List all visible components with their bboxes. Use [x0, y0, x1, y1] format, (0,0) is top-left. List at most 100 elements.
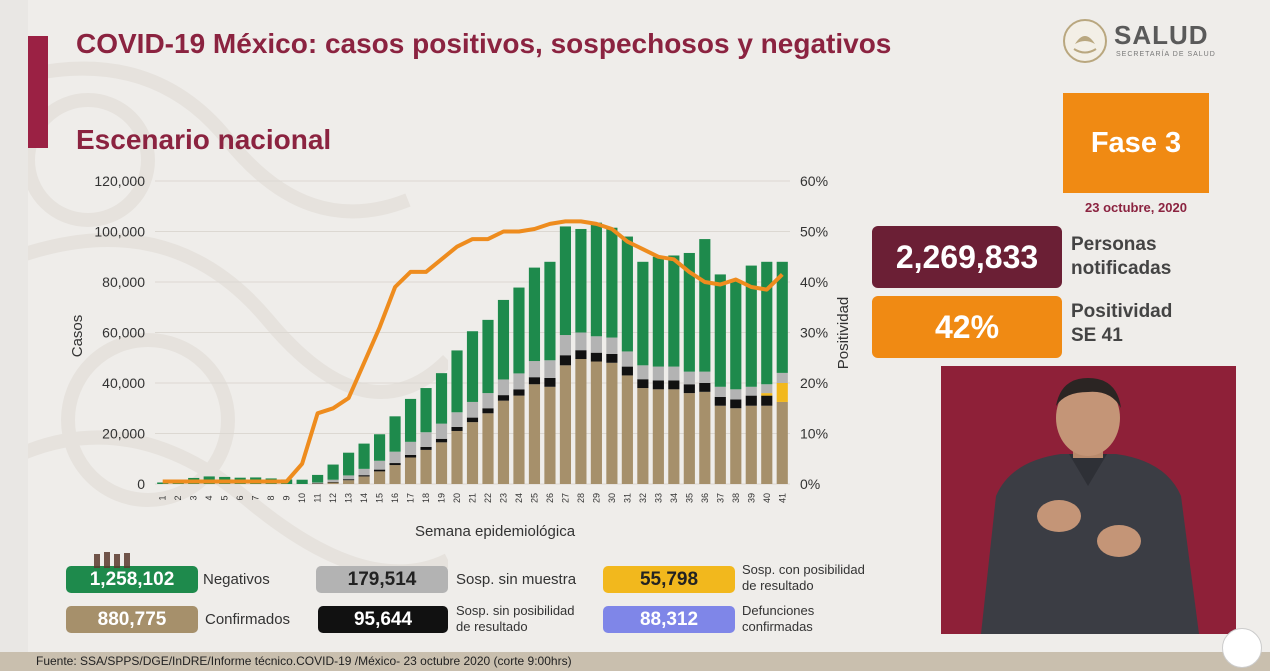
- bar-negativos: [373, 434, 386, 461]
- legend-sin-muestra-value: 179,514: [316, 566, 448, 593]
- bar-confirmados: [343, 480, 355, 484]
- chart-bars: [157, 222, 788, 484]
- legend-defunciones-label: Defunciones confirmadas: [742, 603, 814, 635]
- bar-confirmados: [466, 422, 479, 484]
- bar-negativos: [714, 274, 726, 387]
- bar-sin_muestra: [327, 479, 339, 482]
- bar-confirmados: [482, 413, 494, 484]
- x-tick-label: 1: [158, 495, 168, 500]
- bar-sin_muestra: [730, 389, 742, 400]
- bar-sin_muestra: [590, 336, 602, 353]
- bar-sin_muestra: [714, 386, 726, 397]
- x-tick-label: 36: [700, 493, 710, 503]
- phase-badge: Fase 3: [1063, 93, 1209, 193]
- legend-defunciones-value: 88,312: [603, 606, 735, 633]
- x-tick-label: 34: [669, 493, 679, 503]
- bar-confirmados: [575, 359, 587, 484]
- bar-sin_muestra: [358, 468, 370, 476]
- bar-confirmados: [528, 384, 541, 484]
- bar-confirmados: [451, 430, 463, 484]
- x-tick-label: 38: [731, 493, 741, 503]
- interpreter-figure: [981, 378, 1199, 634]
- bar-confirmados: [544, 386, 556, 484]
- bar-confirmados: [404, 457, 417, 484]
- chart-y2-ticks: 0% 10% 20% 30% 40% 50% 60%: [800, 173, 828, 492]
- x-tick-label: 3: [189, 495, 199, 500]
- bar-con_posibilidad: [776, 383, 788, 402]
- x-tick-label: 21: [468, 493, 478, 503]
- legend-sin-posibilidad-label: Sosp. sin posibilidad de resultado: [456, 603, 575, 635]
- bar-sin_muestra: [652, 366, 664, 381]
- bar-sin_posibilidad: [590, 352, 602, 362]
- bar-sin_posibilidad: [606, 353, 618, 363]
- x-tick-label: 9: [282, 495, 292, 500]
- bar-negativos: [451, 350, 463, 413]
- x-tick-label: 39: [746, 493, 756, 503]
- bar-negativos: [312, 474, 324, 483]
- bar-confirmados: [373, 471, 386, 484]
- x-tick-label: 18: [421, 493, 431, 503]
- bar-negativos: [683, 252, 695, 372]
- title-accent-bar: [28, 36, 48, 148]
- legend-con-posibilidad-value: 55,798: [603, 566, 735, 593]
- x-tick-label: 41: [777, 493, 787, 503]
- x-tick-label: 24: [514, 493, 524, 503]
- eagle-seal-icon: [1063, 19, 1107, 63]
- bar-sin_muestra: [606, 337, 618, 354]
- x-tick-label: 32: [638, 493, 648, 503]
- bar-negativos: [296, 479, 308, 484]
- x-tick-label: 30: [607, 493, 617, 503]
- bar-sin_posibilidad: [404, 454, 417, 458]
- y-tick-label: 20,000: [102, 426, 145, 442]
- bar-confirmados: [745, 405, 757, 484]
- bar-sin_posibilidad: [544, 377, 556, 387]
- bar-negativos: [343, 452, 355, 476]
- bar-negativos: [358, 443, 370, 469]
- legend-defunciones-label-line-1: Defunciones: [742, 603, 815, 618]
- y2-tick-label: 50%: [800, 224, 828, 240]
- bar-sin_posibilidad: [466, 417, 479, 423]
- x-tick-label: 4: [204, 495, 214, 500]
- bar-sin_muestra: [575, 332, 587, 351]
- bar-sin_muestra: [528, 361, 541, 378]
- bar-sin_muestra: [699, 371, 711, 383]
- bar-sin_posibilidad: [637, 379, 649, 389]
- legend-confirmados-label: Confirmados: [205, 611, 291, 628]
- bar-negativos: [621, 236, 633, 352]
- bar-negativos: [528, 267, 541, 362]
- bar-confirmados: [699, 391, 711, 484]
- x-tick-label: 23: [498, 493, 508, 503]
- bar-confirmados: [497, 400, 510, 484]
- x-tick-label: 25: [529, 493, 539, 503]
- bar-sin_muestra: [497, 379, 510, 396]
- x-tick-label: 28: [576, 493, 586, 503]
- chart-y-axis-title: Casos: [69, 315, 86, 358]
- x-tick-label: 6: [235, 495, 245, 500]
- bar-con_posibilidad: [761, 393, 773, 396]
- bar-sin_muestra: [404, 441, 417, 455]
- bar-confirmados: [606, 362, 618, 484]
- x-tick-label: 12: [328, 493, 338, 503]
- bar-sin_muestra: [745, 386, 757, 396]
- x-tick-label: 20: [452, 493, 462, 503]
- x-tick-label: 33: [653, 493, 663, 503]
- bar-sin_posibilidad: [745, 395, 757, 406]
- legend-con-posibilidad-label-line-1: Sosp. con posibilidad: [742, 562, 865, 577]
- bar-sin_muestra: [637, 365, 649, 380]
- chart-y-ticks: 0 20,000 40,000 60,000 80,000 100,000 120,000: [94, 173, 145, 492]
- bar-sin_muestra: [312, 482, 324, 484]
- y-tick-label: 80,000: [102, 274, 145, 290]
- y2-tick-label: 10%: [800, 426, 828, 442]
- x-tick-label: 8: [266, 495, 276, 500]
- bar-negativos: [590, 222, 602, 337]
- x-tick-label: 27: [560, 493, 570, 503]
- bar-negativos: [575, 228, 587, 333]
- x-tick-label: 37: [715, 493, 725, 503]
- bar-sin_posibilidad: [435, 438, 448, 443]
- bar-sin_posibilidad: [699, 383, 711, 392]
- bar-sin_posibilidad: [528, 377, 541, 385]
- bar-sin_muestra: [544, 360, 556, 378]
- bar-negativos: [559, 226, 572, 336]
- y-tick-label: 40,000: [102, 375, 145, 391]
